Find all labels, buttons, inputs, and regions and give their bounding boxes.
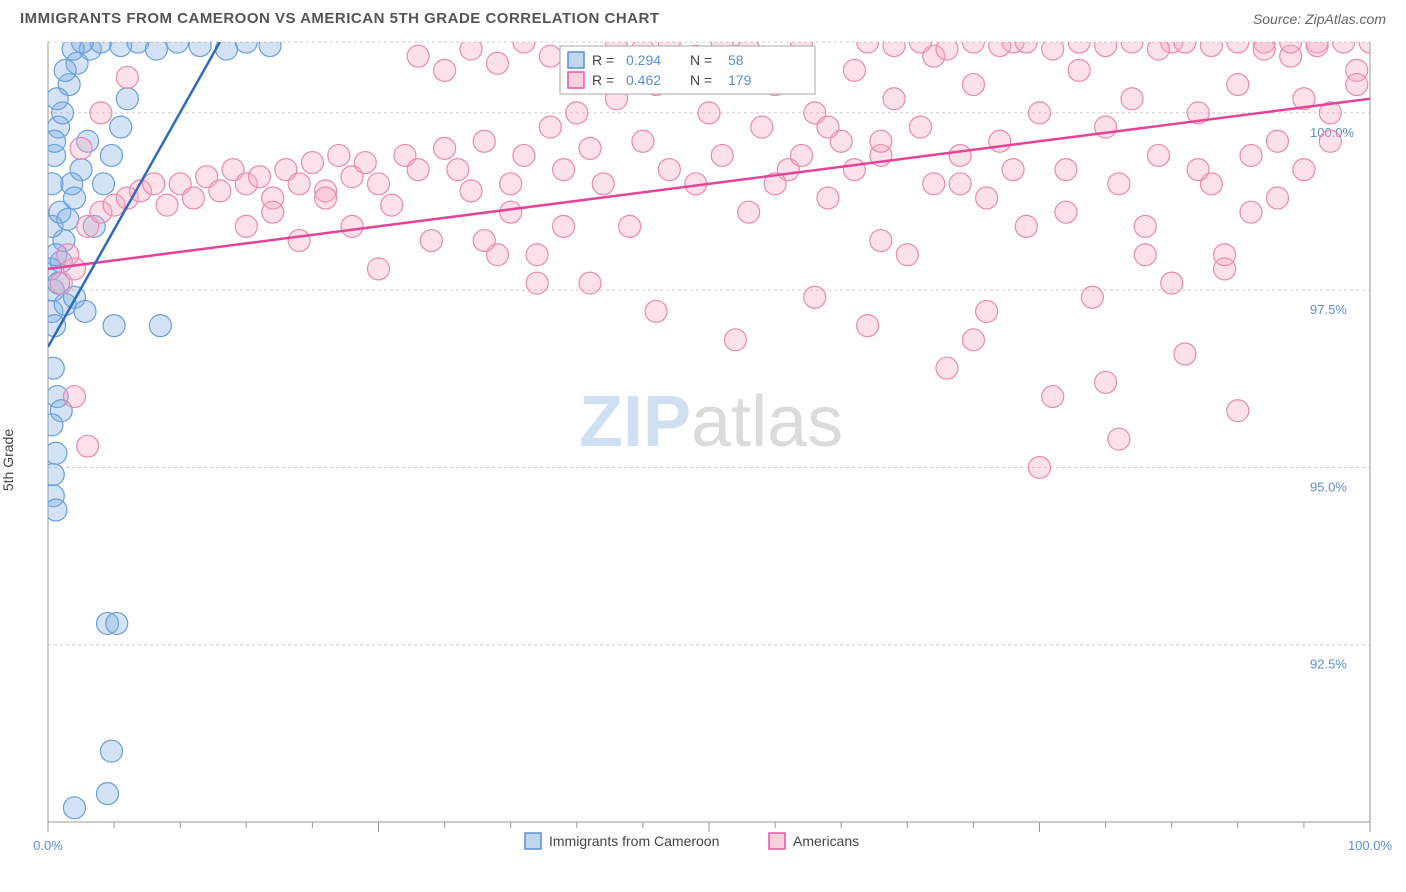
svg-text:97.5%: 97.5% — [1310, 302, 1347, 317]
svg-text:Americans: Americans — [793, 833, 859, 849]
svg-text:179: 179 — [728, 72, 752, 88]
svg-text:95.0%: 95.0% — [1310, 479, 1347, 494]
chart-area: 5th Grade 92.5%95.0%97.5%100.0%0.0%100.0… — [0, 32, 1406, 872]
svg-text:92.5%: 92.5% — [1310, 657, 1347, 672]
svg-text:0.294: 0.294 — [626, 52, 661, 68]
svg-text:0.0%: 0.0% — [33, 838, 63, 853]
svg-text:0.462: 0.462 — [626, 72, 661, 88]
chart-title: IMMIGRANTS FROM CAMEROON VS AMERICAN 5TH… — [20, 10, 660, 27]
svg-text:Immigrants from Cameroon: Immigrants from Cameroon — [549, 833, 719, 849]
scatter-chart: 92.5%95.0%97.5%100.0%0.0%100.0%ZIPatlasR… — [0, 32, 1406, 872]
svg-text:100.0%: 100.0% — [1348, 838, 1393, 853]
svg-text:ZIPatlas: ZIPatlas — [579, 382, 843, 462]
svg-text:N =: N = — [690, 52, 712, 68]
chart-header: IMMIGRANTS FROM CAMEROON VS AMERICAN 5TH… — [0, 0, 1406, 32]
svg-text:58: 58 — [728, 52, 744, 68]
svg-text:R =: R = — [592, 52, 614, 68]
y-axis-label: 5th Grade — [0, 429, 16, 491]
chart-source: Source: ZipAtlas.com — [1253, 11, 1386, 27]
svg-text:N =: N = — [690, 72, 712, 88]
svg-text:R =: R = — [592, 72, 614, 88]
